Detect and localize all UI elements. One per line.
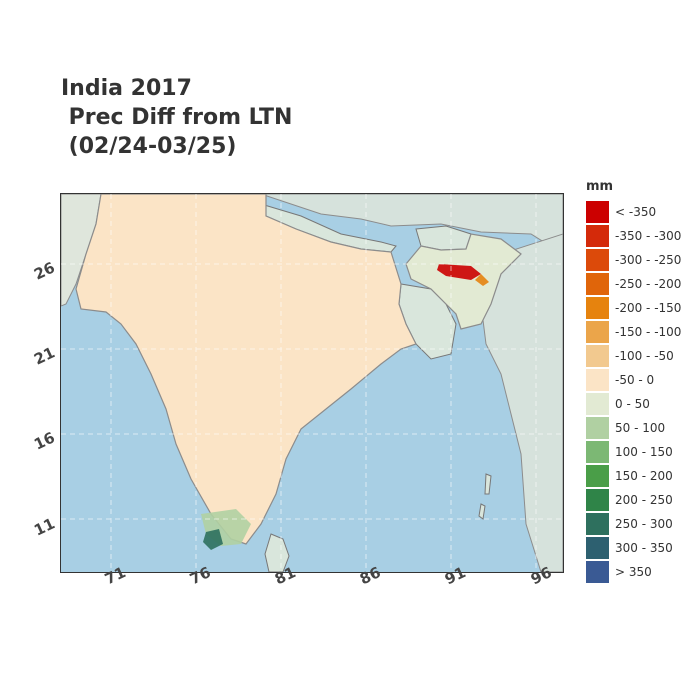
eastern-neighbor-land (480, 233, 563, 572)
legend-item: 300 - 350 (586, 536, 681, 560)
legend-label: 0 - 50 (615, 397, 650, 411)
legend-label: -150 - -100 (615, 325, 682, 339)
legend-swatch (586, 561, 609, 583)
legend-label: -100 - -50 (615, 349, 674, 363)
legend-swatch (586, 321, 609, 343)
legend-item: 150 - 200 (586, 464, 681, 488)
legend-label: -350 - -300 (615, 229, 682, 243)
legend-label: 50 - 100 (615, 421, 666, 435)
legend-item: -250 - -200 (586, 272, 681, 296)
legend-label: -250 - -200 (615, 277, 682, 291)
y-tick-16: 16 (31, 428, 58, 454)
legend-item: -100 - -50 (586, 344, 681, 368)
dry-anomaly-northeast-edge (475, 274, 489, 286)
legend-label: 250 - 300 (615, 517, 673, 531)
legend-label: 100 - 150 (615, 445, 673, 459)
andaman-islands (478, 473, 492, 520)
legend-label: < -350 (615, 205, 657, 219)
northeast-india-land (405, 233, 522, 330)
legend-item: -150 - -100 (586, 320, 681, 344)
map-svg (61, 194, 563, 572)
map-title: India 2017 Prec Diff from LTN (02/24-03/… (61, 74, 292, 161)
legend-swatch (586, 273, 609, 295)
wet-anomaly-south-core (203, 529, 223, 550)
legend: < -350 -350 - -300 -300 - -250 -250 - -200 -… (586, 200, 681, 584)
northern-neighbor-land (61, 194, 563, 255)
legend-item: 50 - 100 (586, 416, 681, 440)
legend-swatch (586, 225, 609, 247)
sri-lanka-land (264, 533, 290, 572)
legend-swatch (586, 537, 609, 559)
title-line-3: (02/24-03/25) (61, 134, 237, 159)
graticule (61, 194, 563, 572)
legend-swatch (586, 345, 609, 367)
legend-swatch (586, 513, 609, 535)
y-tick-26: 26 (31, 258, 58, 284)
legend-swatch (586, 489, 609, 511)
legend-label: 150 - 200 (615, 469, 673, 483)
legend-item: 100 - 150 (586, 440, 681, 464)
legend-item: 0 - 50 (586, 392, 681, 416)
title-line-2: Prec Diff from LTN (61, 105, 293, 130)
legend-swatch (586, 417, 609, 439)
legend-title: mm (586, 179, 614, 194)
legend-label: > 350 (615, 565, 652, 579)
legend-label: 300 - 350 (615, 541, 673, 555)
legend-item: -50 - 0 (586, 368, 681, 392)
legend-item: -300 - -250 (586, 248, 681, 272)
legend-swatch (586, 201, 609, 223)
legend-label: 200 - 250 (615, 493, 673, 507)
legend-item: -350 - -300 (586, 224, 681, 248)
dry-anomaly-northeast (437, 264, 481, 280)
legend-item: < -350 (586, 200, 681, 224)
legend-swatch (586, 441, 609, 463)
y-tick-21: 21 (31, 343, 58, 369)
legend-label: -200 - -150 (615, 301, 682, 315)
legend-item: 250 - 300 (586, 512, 681, 536)
legend-swatch (586, 393, 609, 415)
legend-label: -300 - -250 (615, 253, 682, 267)
title-line-1: India 2017 (61, 76, 192, 101)
legend-item: > 350 (586, 560, 681, 584)
legend-label: -50 - 0 (615, 373, 655, 387)
legend-swatch (586, 249, 609, 271)
legend-item: -200 - -150 (586, 296, 681, 320)
map-panel[interactable] (60, 193, 564, 573)
legend-item: 200 - 250 (586, 488, 681, 512)
y-tick-11: 11 (31, 514, 58, 540)
legend-swatch (586, 369, 609, 391)
legend-swatch (586, 465, 609, 487)
legend-swatch (586, 297, 609, 319)
